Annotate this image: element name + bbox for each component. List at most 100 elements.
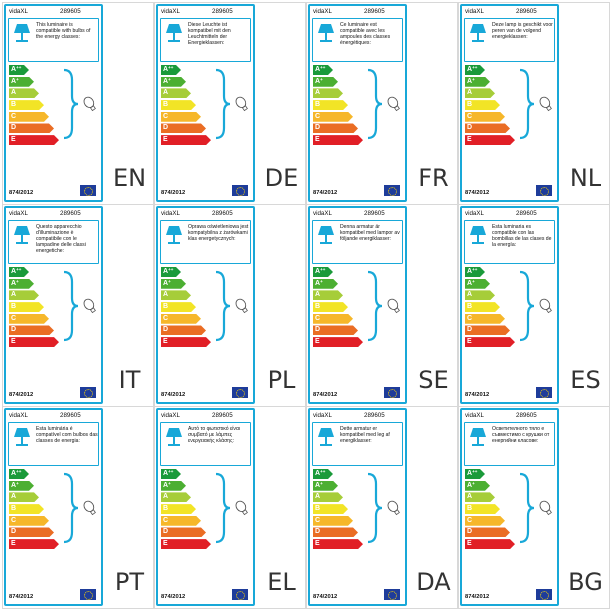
energy-class-suffix: +	[16, 480, 19, 486]
table-lamp-icon	[14, 24, 30, 42]
compatibility-text: Oprawa oświetleniowa jest kompatybilna z…	[188, 224, 249, 243]
energy-label: vidaXL 289605 Diese Leuchte ist kompatibel…	[156, 4, 255, 202]
energy-class-bar: A+	[465, 279, 490, 289]
light-bulb-icon	[63, 68, 96, 140]
regulation-number: 874/2012	[9, 594, 34, 600]
info-box: Questo apparecchio d'illuminazione è com…	[8, 220, 99, 264]
energy-class-letter: A	[163, 493, 169, 501]
brand-name: vidaXL	[161, 210, 180, 217]
energy-class-bar: B	[313, 504, 348, 514]
energy-class-suffix: ++	[16, 469, 22, 474]
info-box: Deze lamp is geschikt voor peren van de …	[464, 18, 555, 62]
energy-class-bar: C	[9, 112, 49, 122]
table-lamp-icon	[470, 428, 486, 446]
energy-class-letter: A	[315, 493, 321, 501]
energy-class-suffix: +	[320, 278, 323, 284]
energy-class-suffix: ++	[472, 469, 478, 474]
energy-class-letter: A	[467, 291, 473, 299]
energy-class-bar: E	[465, 337, 515, 347]
energy-class-bar: A++	[313, 65, 333, 75]
compatibility-text: Diese Leuchte ist kompatibel mit den Leu…	[188, 22, 231, 47]
energy-class-letter: A	[11, 77, 17, 85]
table-lamp-icon	[14, 428, 30, 446]
energy-class-bar: A+	[465, 77, 490, 87]
language-code: DE	[264, 164, 299, 192]
energy-class-bar: A+	[313, 77, 338, 87]
energy-class-bar: C	[161, 516, 201, 526]
energy-class-bar: A++	[9, 469, 29, 479]
energy-class-letter: A	[163, 77, 169, 85]
brand-name: vidaXL	[9, 8, 28, 15]
energy-class-bar: A	[465, 492, 495, 502]
energy-class-bar: D	[161, 325, 206, 335]
language-code: FR	[418, 164, 449, 192]
language-code: PL	[267, 366, 296, 394]
eu-flag-icon	[232, 589, 248, 600]
table-lamp-icon	[14, 226, 30, 244]
light-bulb-icon	[367, 270, 400, 342]
regulation-number: 874/2012	[161, 594, 186, 600]
energy-class-suffix: +	[320, 76, 323, 82]
product-code: 289605	[364, 210, 385, 217]
table-lamp-icon	[166, 428, 182, 446]
energy-class-letter: E	[11, 540, 16, 548]
label-cell-es: vidaXL 289605 Esta luminaria es compatible…	[458, 204, 610, 407]
eu-flag-icon	[536, 589, 552, 600]
energy-class-bar: A++	[9, 65, 29, 75]
energy-class-bar: C	[313, 112, 353, 122]
brand-name: vidaXL	[465, 210, 484, 217]
energy-class-bar: A++	[161, 267, 181, 277]
product-code: 289605	[516, 8, 537, 15]
product-code: 289605	[516, 412, 537, 419]
energy-class-letter: E	[11, 338, 16, 346]
energy-class-scale: A++ A+ A B C D E	[465, 267, 525, 349]
energy-class-bar: B	[313, 100, 348, 110]
energy-label: vidaXL 289605 Oprawa oświetleniowa jest ko…	[156, 206, 255, 404]
regulation-number: 874/2012	[9, 190, 34, 196]
energy-class-letter: B	[467, 303, 473, 311]
energy-class-letter: C	[163, 112, 169, 120]
energy-class-letter: D	[11, 528, 17, 536]
language-code: DA	[416, 568, 451, 596]
energy-class-bar: C	[465, 112, 505, 122]
brand-name: vidaXL	[161, 412, 180, 419]
energy-class-letter: C	[467, 516, 473, 524]
energy-class-bar: A	[9, 88, 39, 98]
regulation-number: 874/2012	[9, 392, 34, 398]
energy-class-bar: A+	[313, 481, 338, 491]
light-bulb-icon	[63, 270, 96, 342]
table-lamp-icon	[470, 226, 486, 244]
compatibility-text: Questo apparecchio d'illuminazione è com…	[36, 224, 86, 255]
energy-class-letter: A	[11, 291, 17, 299]
energy-class-bar: A	[465, 88, 495, 98]
regulation-number: 874/2012	[313, 594, 338, 600]
info-box: This luminaire is compatible with bulbs …	[8, 18, 99, 62]
energy-class-letter: D	[467, 528, 473, 536]
energy-class-bar: C	[9, 314, 49, 324]
regulation-number: 874/2012	[465, 392, 490, 398]
energy-class-letter: D	[163, 326, 169, 334]
eu-flag-icon	[80, 387, 96, 398]
energy-class-bar: B	[161, 504, 196, 514]
energy-class-letter: A	[467, 77, 473, 85]
energy-label: vidaXL 289605 Dette armatur er kompatibel …	[308, 408, 407, 606]
energy-class-letter: C	[11, 314, 17, 322]
product-code: 289605	[60, 412, 81, 419]
energy-label: vidaXL 289605 Deze lamp is geschikt voor p…	[460, 4, 559, 202]
light-bulb-icon	[519, 270, 552, 342]
brand-name: vidaXL	[313, 412, 332, 419]
energy-class-bar: A++	[9, 267, 29, 277]
compatibility-text: Dette armatur er kompatibel med lеg af e…	[340, 426, 390, 445]
eu-flag-icon	[80, 589, 96, 600]
energy-class-bar: E	[9, 337, 59, 347]
product-code: 289605	[212, 412, 233, 419]
table-lamp-icon	[318, 24, 334, 42]
energy-class-letter: A	[467, 279, 473, 287]
energy-class-scale: A++ A+ A B C D E	[313, 267, 373, 349]
info-box: Denna armatur är kompatibel med lampor a…	[312, 220, 403, 264]
energy-class-suffix: ++	[16, 267, 22, 272]
energy-class-letter: B	[11, 101, 17, 109]
energy-class-letter: A	[11, 279, 17, 287]
table-lamp-icon	[318, 428, 334, 446]
